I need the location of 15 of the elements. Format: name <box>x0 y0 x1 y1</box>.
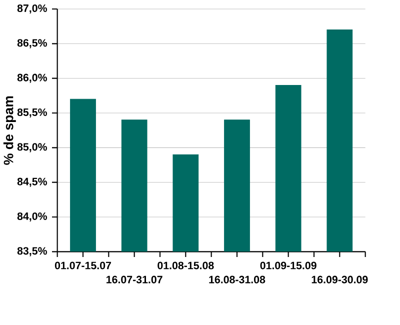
x-tick-label: 16.07-31.07 <box>106 276 162 284</box>
y-axis-title: % de spam <box>3 96 16 165</box>
x-tick-label: 01.09-15.09 <box>260 262 316 270</box>
x-tick-label: 16.09-30.09 <box>312 276 368 284</box>
y-tick-label: 84,5% <box>17 178 47 187</box>
y-tick-label: 85,5% <box>17 108 47 118</box>
y-tick-label: 85,0% <box>17 143 47 152</box>
y-tick-label: 84,0% <box>17 212 47 222</box>
x-tick-label: 16.08-31.08 <box>209 276 266 284</box>
y-tick-label: 86,5% <box>17 39 47 48</box>
y-tick-label: 83,5% <box>17 247 47 256</box>
y-tick-label: 87,0% <box>17 4 47 14</box>
y-tick-label: 86,0% <box>17 74 47 83</box>
x-tick-label: 01.08-15.08 <box>158 262 214 270</box>
x-tick-label: 01.07-15.07 <box>54 262 111 270</box>
